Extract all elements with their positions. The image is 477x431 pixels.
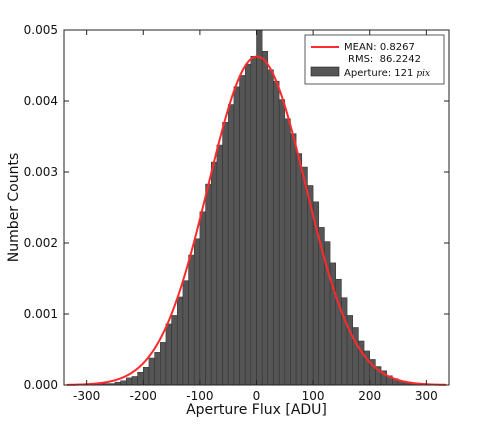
histogram-bar [335, 278, 342, 386]
histogram-bar [273, 80, 280, 386]
histogram-bar [154, 352, 161, 386]
x-tick-label: -200 [130, 389, 157, 403]
x-axis-label: Aperture Flux [ADU] [186, 402, 327, 418]
histogram-bars [92, 29, 421, 386]
x-tick-label: 0 [253, 389, 261, 403]
legend-histogram-swatch [310, 66, 340, 77]
legend-rms-label: RMS: 86.2242 [348, 54, 421, 65]
histogram-bar [165, 323, 172, 386]
x-tick-label: -100 [186, 389, 213, 403]
histogram-bar [267, 69, 274, 386]
histogram-bar [256, 29, 263, 386]
histogram-bar [131, 376, 138, 386]
histogram-bar [295, 153, 303, 386]
y-tick-label: 0.003 [24, 165, 58, 179]
gaussian-fit-curve [66, 55, 447, 386]
histogram-bar [233, 86, 240, 386]
x-tick-label: 200 [358, 389, 381, 403]
histogram-bar [244, 63, 252, 386]
y-tick-label: 0.001 [24, 307, 58, 321]
y-axis-label: Number Counts [6, 153, 22, 263]
legend: MEAN: 0.8267 RMS: 86.2242 Aperture: 121 p… [304, 34, 445, 85]
y-tick-label: 0.000 [24, 378, 58, 392]
histogram-bar [126, 377, 133, 386]
x-tick-label: 300 [415, 389, 438, 403]
histogram-bar [222, 122, 229, 386]
y-axis-ticks: 0.000 0.001 0.002 0.003 0.004 0.005 [24, 23, 449, 392]
histogram-bar [193, 238, 201, 386]
x-tick-label: -300 [73, 389, 100, 403]
histogram-bar [290, 133, 297, 386]
histogram-bar [261, 51, 269, 386]
histogram-bar [216, 144, 223, 386]
histogram-bar [250, 56, 257, 386]
histogram-bar [199, 211, 206, 386]
legend-mean-label: MEAN: 0.8267 [344, 42, 415, 53]
histogram-bar [148, 357, 155, 386]
x-tick-label: 100 [302, 389, 325, 403]
x-axis-ticks: -300 -200 -100 0 100 200 300 [73, 30, 438, 403]
histogram-bar [182, 280, 189, 386]
histogram-bar [120, 380, 127, 386]
histogram-bar [278, 99, 286, 386]
legend-histogram-label: Aperture: 121 pix [344, 68, 430, 79]
y-tick-label: 0.002 [24, 236, 58, 250]
histogram-bar [301, 166, 308, 386]
histogram-bar [205, 183, 212, 386]
histogram-bar [210, 161, 218, 386]
histogram-bar [284, 118, 291, 386]
legend-histogram-name: Aperture: 121 [344, 68, 413, 79]
histogram-bar [227, 104, 235, 386]
histogram-bar [352, 327, 359, 386]
histogram-bar [176, 296, 184, 386]
y-tick-label: 0.005 [24, 23, 58, 37]
y-tick-label: 0.004 [24, 94, 58, 108]
histogram-bar [137, 371, 144, 386]
histogram-bar [171, 315, 178, 386]
histogram-bar [341, 297, 348, 386]
histogram-bar [188, 254, 195, 386]
legend-histogram-unit: pix [416, 69, 430, 79]
histogram-bar [239, 75, 246, 386]
histogram-bar [160, 342, 167, 386]
histogram-bar [143, 367, 150, 386]
